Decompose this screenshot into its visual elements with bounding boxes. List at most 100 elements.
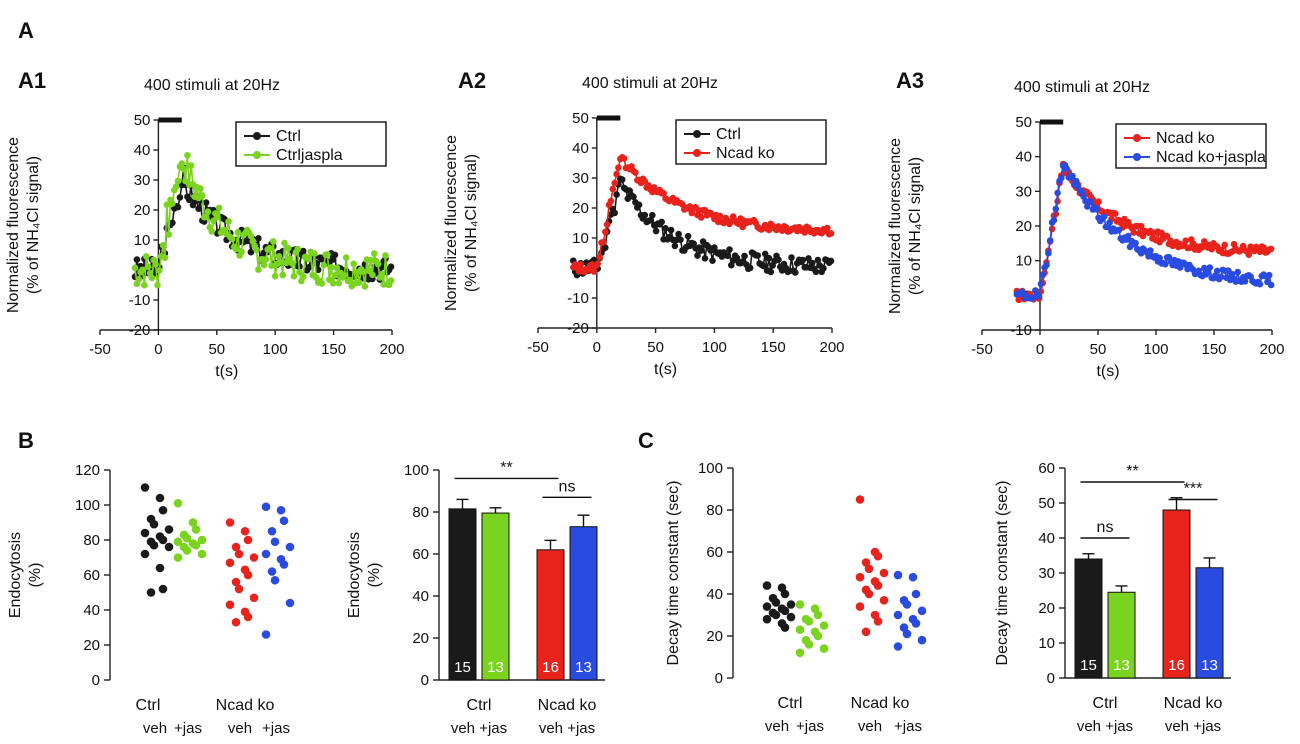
data-point xyxy=(1256,248,1264,256)
y-tick-label: 20 xyxy=(83,637,100,654)
scatter-point xyxy=(249,553,259,562)
y-tick-label: 20 xyxy=(1015,218,1032,235)
data-point xyxy=(671,242,679,250)
data-point xyxy=(215,204,223,212)
scatter-point xyxy=(762,581,772,590)
y-tick-label: 30 xyxy=(1015,183,1032,200)
data-point xyxy=(199,192,206,199)
data-point xyxy=(658,218,665,226)
n-label: 16 xyxy=(542,659,559,676)
x-tick-label: 50 xyxy=(647,339,664,356)
scatter-point xyxy=(780,623,790,632)
legend-marker xyxy=(1133,134,1141,142)
sub-label: +jas xyxy=(796,718,824,735)
scatter-point xyxy=(155,493,165,503)
data-point xyxy=(602,228,609,236)
data-point xyxy=(189,201,197,209)
x-tick-label: -50 xyxy=(527,339,549,356)
data-point xyxy=(156,267,163,274)
scatter-point xyxy=(771,610,781,620)
scatter-point xyxy=(261,549,271,559)
data-point xyxy=(746,264,754,272)
data-point xyxy=(1156,254,1163,262)
sub-label: veh +jas xyxy=(1165,718,1221,735)
data-point xyxy=(305,264,313,271)
scatter-point xyxy=(191,525,201,534)
data-point xyxy=(271,272,279,280)
data-point xyxy=(765,254,773,262)
data-point xyxy=(174,203,182,211)
data-point xyxy=(228,235,236,243)
data-point xyxy=(1241,278,1249,285)
data-point xyxy=(1039,271,1047,279)
y-tick-label: 40 xyxy=(706,586,723,603)
x-tick-label: 200 xyxy=(819,339,844,356)
y-tick-label: -20 xyxy=(567,320,589,337)
data-point xyxy=(311,250,318,257)
data-point xyxy=(331,251,339,259)
x-tick-label: 0 xyxy=(593,339,601,356)
n-label: 15 xyxy=(1080,657,1097,674)
data-point xyxy=(382,252,389,259)
y-tick-label: 60 xyxy=(1038,460,1055,477)
scatter-point xyxy=(873,617,883,626)
scatter-point xyxy=(804,640,814,649)
y-tick-label: 50 xyxy=(134,112,151,129)
data-point xyxy=(169,219,176,227)
x-tick-label: 0 xyxy=(154,341,162,358)
data-point xyxy=(792,269,799,276)
scatter-point xyxy=(786,612,796,622)
data-point xyxy=(208,228,215,235)
y-tick-label: 120 xyxy=(75,462,100,479)
data-point xyxy=(602,244,609,251)
data-point xyxy=(812,268,820,276)
y-tick-label: 100 xyxy=(75,497,100,514)
scatter-point xyxy=(197,535,207,545)
scatter-point xyxy=(855,602,865,611)
data-point xyxy=(641,211,649,219)
y-tick-label: 40 xyxy=(1038,530,1055,547)
scatter-point xyxy=(780,589,790,599)
sub-label: veh xyxy=(765,718,789,735)
sub-label: +jas xyxy=(262,720,290,737)
y-axis-label: Endocytosis xyxy=(346,532,363,618)
data-point xyxy=(247,232,255,240)
scatter-point xyxy=(762,614,772,624)
scatter-point xyxy=(225,600,235,610)
data-point xyxy=(331,272,339,279)
legend-marker xyxy=(693,130,701,138)
data-point xyxy=(577,261,585,268)
data-point xyxy=(1095,198,1102,205)
scatter-point xyxy=(158,505,168,515)
data-point xyxy=(335,279,343,287)
data-point xyxy=(1228,270,1236,278)
data-point xyxy=(266,244,273,252)
data-point xyxy=(328,264,335,271)
data-point xyxy=(225,218,232,225)
y-axis-label: Decay time constant (sec) xyxy=(665,481,682,666)
data-point xyxy=(1132,239,1139,247)
y-tick-label: 20 xyxy=(134,202,151,219)
y-tick-label: 30 xyxy=(1038,565,1055,582)
data-point xyxy=(369,271,376,279)
scatter-point xyxy=(279,560,289,569)
significance-label: ** xyxy=(500,459,512,476)
panel-a-label: A xyxy=(18,18,34,43)
group-label: Ctrl xyxy=(1093,695,1118,712)
data-point xyxy=(184,152,191,159)
scatter-point xyxy=(893,570,903,580)
scatter-point xyxy=(243,535,253,545)
x-tick-label: 150 xyxy=(321,341,346,358)
y-axis-label-2: (% of NH₄Cl signal) xyxy=(907,157,924,295)
scatter-point xyxy=(182,546,192,555)
panel-b-label: B xyxy=(18,428,34,453)
y-tick-label: 20 xyxy=(572,200,589,217)
x-tick-label: -50 xyxy=(89,341,111,358)
panel-a1-label: A1 xyxy=(18,68,46,93)
x-tick-label: 150 xyxy=(1201,341,1226,358)
scatter-point xyxy=(855,495,865,504)
data-point xyxy=(596,253,603,261)
data-point xyxy=(268,262,275,270)
data-point xyxy=(716,212,724,220)
